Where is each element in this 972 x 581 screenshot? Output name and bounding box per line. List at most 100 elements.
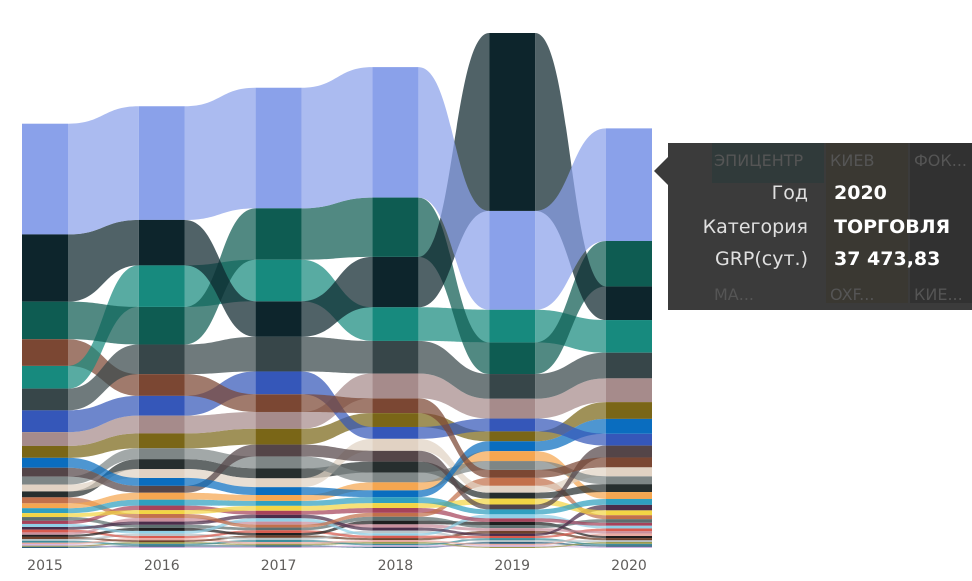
column-segment[interactable]: [255, 535, 302, 538]
ribbon[interactable]: [418, 540, 490, 546]
ribbon[interactable]: [184, 535, 256, 542]
column-segment[interactable]: [138, 524, 185, 528]
column-segment[interactable]: [255, 541, 302, 544]
ribbon[interactable]: [68, 344, 139, 411]
column-segment[interactable]: [255, 336, 302, 372]
ribbon[interactable]: [535, 540, 606, 542]
column-segment[interactable]: [138, 517, 185, 522]
ribbon[interactable]: [184, 336, 256, 375]
ribbon[interactable]: [68, 467, 139, 493]
ribbon[interactable]: [418, 527, 490, 536]
column-segment[interactable]: [255, 505, 302, 511]
column-segment[interactable]: [255, 545, 302, 547]
column-segment[interactable]: [138, 485, 185, 493]
column-segment[interactable]: [255, 444, 302, 457]
ribbon[interactable]: [301, 518, 373, 536]
column-segment[interactable]: [606, 498, 652, 505]
column-segment[interactable]: [372, 398, 419, 414]
column-segment[interactable]: [489, 509, 536, 515]
column-segment[interactable]: [372, 197, 419, 257]
column-segment[interactable]: [255, 487, 302, 496]
column-segment[interactable]: [138, 546, 185, 548]
column-segment[interactable]: [255, 411, 302, 429]
column-segment[interactable]: [606, 546, 652, 548]
column-segment[interactable]: [138, 514, 185, 518]
ribbon[interactable]: [68, 538, 139, 545]
column-segment[interactable]: [489, 538, 536, 541]
column-segment[interactable]: [22, 365, 68, 389]
ribbon[interactable]: [301, 67, 373, 209]
column-segment[interactable]: [255, 530, 302, 533]
column-segment[interactable]: [22, 445, 68, 458]
column-segment[interactable]: [22, 532, 68, 535]
column-segment[interactable]: [606, 510, 652, 516]
ribbon[interactable]: [68, 540, 139, 546]
column-segment[interactable]: [138, 448, 185, 460]
ribbon[interactable]: [301, 413, 373, 445]
ribbon[interactable]: [68, 301, 139, 345]
column-segment[interactable]: [138, 521, 185, 525]
column-segment[interactable]: [606, 543, 652, 546]
column-segment[interactable]: [372, 516, 419, 521]
column-segment[interactable]: [606, 533, 652, 536]
ribbon[interactable]: [301, 512, 373, 528]
column-segment[interactable]: [372, 482, 419, 491]
column-segment[interactable]: [372, 490, 419, 498]
column-segment[interactable]: [489, 469, 536, 478]
column-segment[interactable]: [138, 540, 185, 542]
column-segment[interactable]: [489, 528, 536, 531]
column-segment[interactable]: [138, 469, 185, 478]
ribbon[interactable]: [184, 505, 256, 515]
column-segment[interactable]: [22, 123, 68, 235]
column-segment[interactable]: [22, 520, 68, 524]
column-segment[interactable]: [489, 525, 536, 529]
column-segment[interactable]: [255, 546, 302, 548]
ribbon[interactable]: [535, 498, 606, 515]
column-segment[interactable]: [606, 433, 652, 446]
ribbon[interactable]: [68, 541, 139, 547]
ribbon[interactable]: [535, 528, 606, 534]
ribbon[interactable]: [184, 546, 256, 548]
column-segment[interactable]: [22, 388, 68, 411]
column-segment[interactable]: [489, 342, 536, 375]
column-segment[interactable]: [138, 538, 185, 541]
ribbon[interactable]: [301, 535, 373, 541]
column-segment[interactable]: [22, 301, 68, 340]
column-segment[interactable]: [606, 286, 652, 321]
column-segment[interactable]: [606, 445, 652, 458]
ribbon[interactable]: [301, 256, 373, 337]
column-segment[interactable]: [22, 410, 68, 433]
column-segment[interactable]: [138, 219, 185, 266]
column-segment[interactable]: [22, 503, 68, 509]
column-segment[interactable]: [22, 476, 68, 485]
column-segment[interactable]: [138, 344, 185, 375]
ribbon[interactable]: [418, 441, 490, 498]
column-segment[interactable]: [489, 518, 536, 522]
column-segment[interactable]: [138, 541, 185, 544]
ribbon[interactable]: [301, 497, 373, 506]
ribbon[interactable]: [68, 527, 139, 537]
column-segment[interactable]: [138, 433, 185, 449]
ribbon[interactable]: [68, 523, 139, 534]
ribbon[interactable]: [184, 448, 256, 469]
column-segment[interactable]: [138, 477, 185, 486]
column-segment[interactable]: [489, 545, 536, 547]
ribbon[interactable]: [184, 428, 256, 449]
column-segment[interactable]: [372, 497, 419, 504]
column-segment[interactable]: [489, 477, 536, 486]
column-segment[interactable]: [489, 33, 536, 211]
ribbon[interactable]: [535, 352, 606, 399]
column-segment[interactable]: [489, 485, 536, 493]
column-segment[interactable]: [138, 459, 185, 470]
ribbon[interactable]: [418, 516, 490, 529]
column-segment[interactable]: [489, 451, 536, 462]
column-segment[interactable]: [255, 543, 302, 546]
column-segment[interactable]: [606, 531, 652, 534]
ribbon[interactable]: [418, 398, 490, 478]
column-segment[interactable]: [606, 128, 652, 241]
ribbon[interactable]: [184, 477, 256, 496]
column-segment[interactable]: [372, 520, 419, 525]
column-segment[interactable]: [255, 510, 302, 515]
ribbon[interactable]: [184, 411, 256, 434]
column-segment[interactable]: [255, 87, 302, 209]
